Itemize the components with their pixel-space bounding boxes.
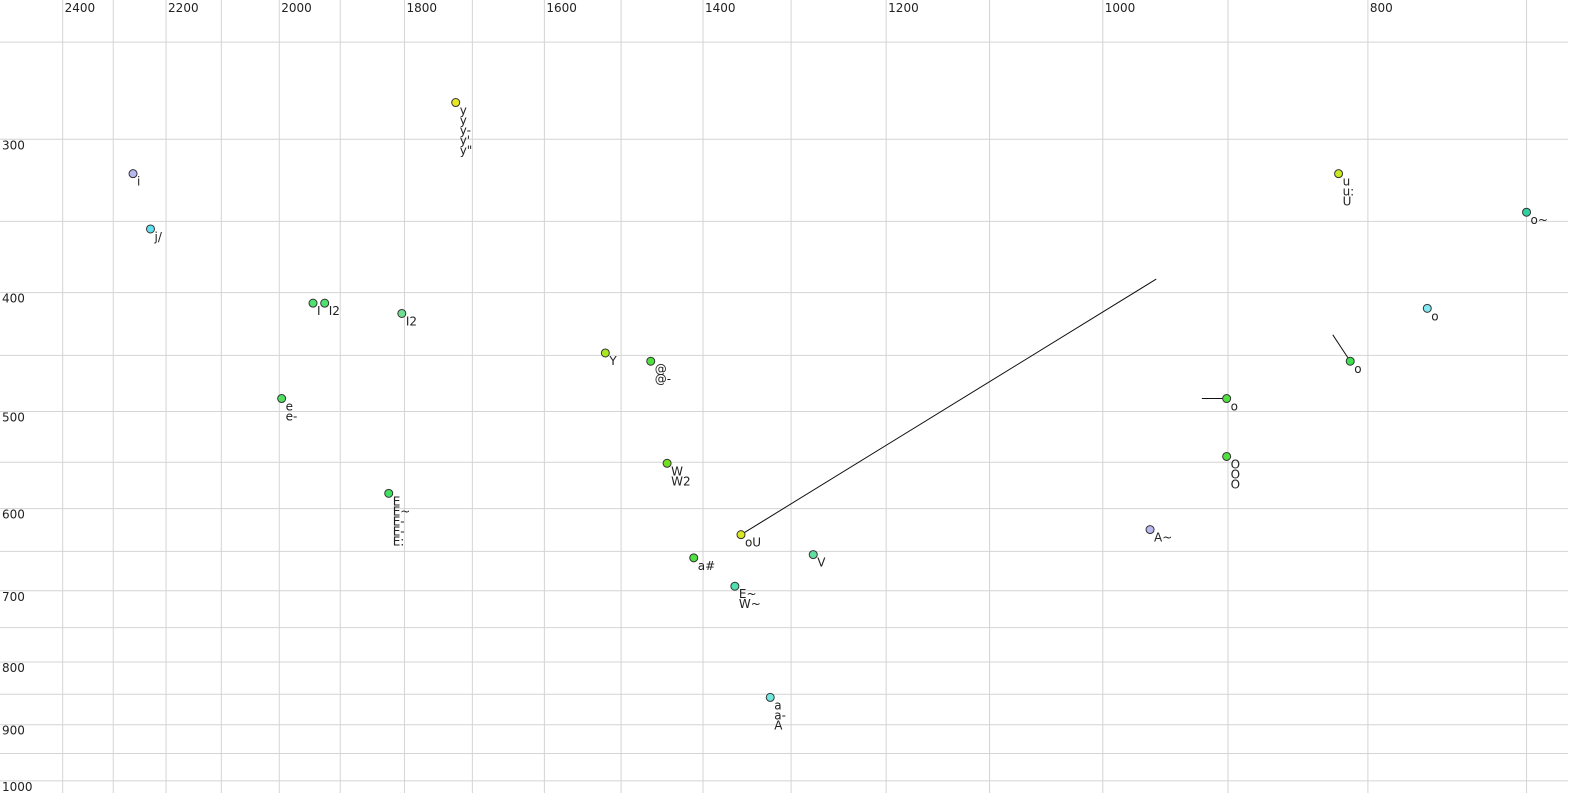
- point: [308, 298, 318, 308]
- point-label: a-: [774, 708, 786, 722]
- point: [1145, 525, 1155, 535]
- point-label: oU: [745, 536, 761, 550]
- x-tick-label: 2000: [281, 1, 312, 15]
- point: [1222, 394, 1232, 404]
- y-tick-label: 800: [2, 661, 25, 675]
- point-label: E~: [739, 587, 757, 601]
- point-label: E:: [393, 534, 405, 548]
- point-label: I: [317, 304, 321, 318]
- point: [277, 394, 287, 404]
- point-label: @-: [655, 372, 671, 386]
- point-label: y-: [460, 124, 471, 138]
- point: [600, 348, 610, 358]
- y-tick-label: 900: [2, 724, 25, 738]
- point-label: @: [655, 362, 667, 376]
- point-label: O: [1231, 457, 1240, 471]
- x-tick-label: 1200: [888, 1, 919, 15]
- point-label: I2: [329, 304, 340, 318]
- trajectory: [1332, 334, 1351, 362]
- point: [730, 581, 740, 591]
- point: [397, 308, 407, 318]
- point: [1334, 169, 1344, 179]
- point-label: O: [1231, 477, 1240, 491]
- point-label: Y: [608, 354, 617, 368]
- point: [384, 488, 394, 498]
- point-label: O: [1231, 467, 1240, 481]
- point: [662, 458, 672, 468]
- y-tick-label: 700: [2, 590, 25, 604]
- point: [451, 98, 461, 108]
- point: [1345, 356, 1355, 366]
- x-tick-label: 2200: [168, 1, 199, 15]
- point: [689, 553, 699, 563]
- point-label: a: [774, 698, 781, 712]
- point-label: e-: [286, 410, 298, 424]
- point-label: u: [1343, 175, 1351, 189]
- point: [145, 224, 155, 234]
- point-label: e: [286, 400, 293, 414]
- point-label: I2: [406, 314, 417, 328]
- y-tick-label: 1000: [2, 780, 33, 794]
- point-label: A: [774, 718, 783, 732]
- y-tick-label: 500: [2, 411, 25, 425]
- x-tick-label: 800: [1370, 1, 1393, 15]
- x-tick-label: 2400: [65, 1, 96, 15]
- point-label: A~: [1154, 531, 1172, 545]
- point-label: y": [460, 144, 473, 158]
- point-label: E~: [393, 504, 411, 518]
- point-label: y: [460, 114, 467, 128]
- point: [736, 530, 746, 540]
- point-label: E: [393, 494, 401, 508]
- point-label: a#: [698, 559, 715, 573]
- point-label: y: [460, 104, 467, 118]
- x-tick-label: 1600: [546, 1, 577, 15]
- point: [765, 692, 775, 702]
- point: [128, 169, 138, 179]
- point-label: E-: [393, 514, 405, 528]
- point: [808, 550, 818, 560]
- point-label: i: [137, 175, 140, 189]
- point-label: o~: [1531, 213, 1548, 227]
- point-label: o: [1431, 309, 1438, 323]
- point-label: j/: [153, 230, 162, 244]
- x-tick-label: 1400: [705, 1, 736, 15]
- point: [1422, 303, 1432, 313]
- point-label: o: [1231, 400, 1238, 414]
- x-tick-label: 1800: [406, 1, 437, 15]
- x-tick-label: 1000: [1105, 1, 1136, 15]
- point-label: W~: [739, 597, 761, 611]
- point: [1222, 451, 1232, 461]
- point-label: W: [671, 464, 683, 478]
- y-tick-label: 400: [2, 292, 25, 306]
- point: [320, 298, 330, 308]
- y-tick-label: 300: [2, 138, 25, 152]
- point-label: o: [1354, 362, 1361, 376]
- y-tick-label: 600: [2, 508, 25, 522]
- point: [1522, 207, 1532, 217]
- point-label: V: [817, 556, 826, 570]
- point-label: y': [460, 134, 470, 148]
- point: [646, 356, 656, 366]
- point-label: U: [1343, 195, 1352, 209]
- trajectory: [740, 278, 1157, 536]
- point-label: W2: [671, 474, 691, 488]
- point-label: E-: [393, 524, 405, 538]
- point-label: u:: [1343, 185, 1355, 199]
